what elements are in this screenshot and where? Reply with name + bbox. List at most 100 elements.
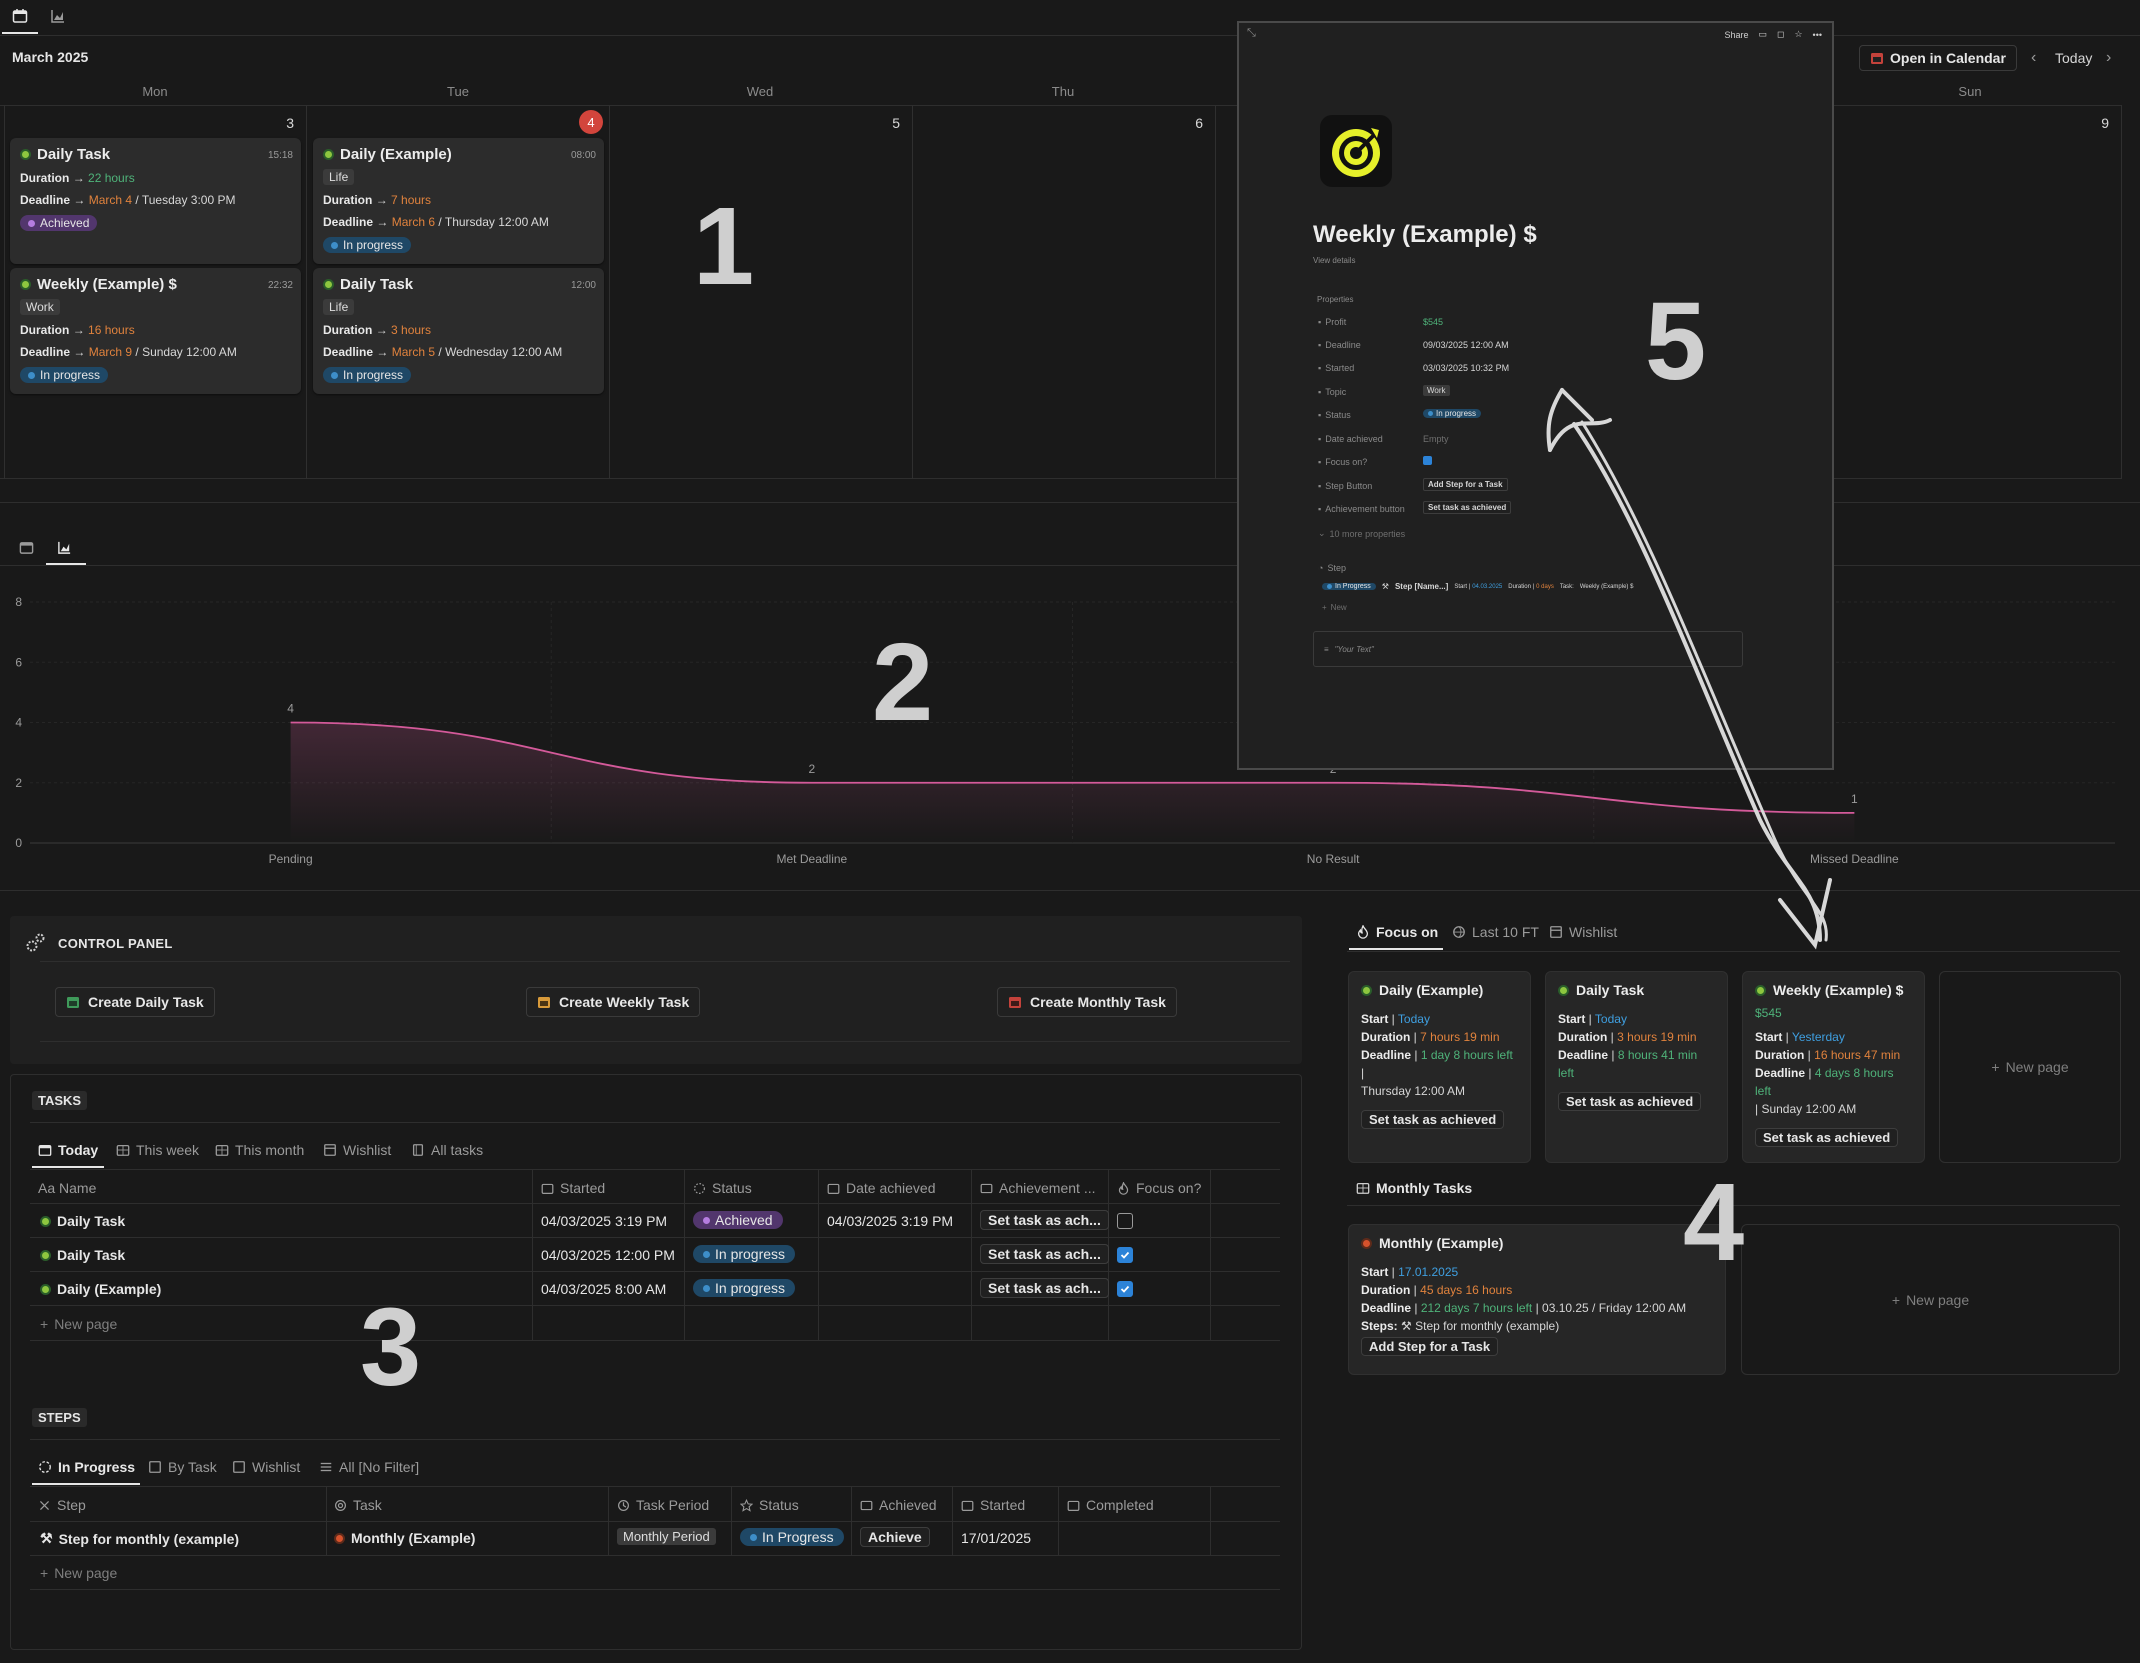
- new-page-card[interactable]: + New page: [1741, 1224, 2120, 1375]
- step-name[interactable]: ⚒ Step for monthly (example): [40, 1530, 240, 1547]
- add-step-button[interactable]: Add Step for a Task: [1361, 1337, 1499, 1356]
- col-step[interactable]: Step: [38, 1497, 86, 1513]
- today-button[interactable]: Today: [2055, 50, 2093, 66]
- set-achieved-button[interactable]: Set task as ach...: [980, 1210, 1109, 1230]
- col-completed[interactable]: Completed: [1067, 1497, 1154, 1513]
- focus-card[interactable]: Daily (Example) Start | Today Duration |…: [1348, 971, 1531, 1163]
- new-page-button[interactable]: + New page: [40, 1565, 118, 1581]
- create-daily-task-button[interactable]: Create Daily Task: [55, 987, 215, 1017]
- share-button[interactable]: Share: [1724, 29, 1749, 40]
- prop-date-achieved-value[interactable]: Empty: [1423, 434, 1449, 444]
- focus-checkbox[interactable]: [1117, 1213, 1133, 1229]
- col-status[interactable]: Status: [693, 1180, 752, 1196]
- focus-card[interactable]: Daily Task Start | Today Duration | 3 ho…: [1545, 971, 1728, 1163]
- sidebar-icon[interactable]: ▭: [1758, 29, 1767, 39]
- comment-icon[interactable]: ◻: [1776, 29, 1785, 39]
- focus-card[interactable]: Weekly (Example) $ $545 Start | Yesterda…: [1742, 971, 1925, 1163]
- tab-all-no-filter[interactable]: All [No Filter]: [319, 1459, 419, 1475]
- calendar-card[interactable]: Daily Task 12:00 Life Duration → 3 hours…: [313, 268, 604, 394]
- focus-checkbox[interactable]: [1423, 456, 1432, 465]
- text-block[interactable]: ≡ "Your Text": [1313, 631, 1743, 667]
- page-preview-popup[interactable]: ⤡ Share ▭ ◻ ☆ ••• Weekly (Example) $ Vie…: [1237, 21, 1834, 770]
- divider: [40, 1041, 1290, 1042]
- col-achievement[interactable]: Achievement ...: [980, 1180, 1096, 1196]
- step-task[interactable]: Monthly (Example): [334, 1530, 475, 1546]
- tab-this-week[interactable]: This week: [116, 1142, 199, 1158]
- tab-wishlist[interactable]: Wishlist: [323, 1142, 391, 1158]
- expand-icon[interactable]: ⤡: [1247, 27, 1256, 39]
- day-cell-tue[interactable]: 4: [307, 105, 610, 479]
- step-relation-label: ◔ Step: [1318, 563, 1346, 573]
- tab-focus-on[interactable]: Focus on: [1356, 924, 1438, 940]
- set-achieved-button[interactable]: Set task as achieved: [1558, 1092, 1702, 1111]
- col-started[interactable]: Started: [961, 1497, 1025, 1513]
- tab-all-tasks[interactable]: All tasks: [411, 1142, 483, 1158]
- create-weekly-task-button[interactable]: Create Weekly Task: [526, 987, 701, 1017]
- col-name[interactable]: Aa Name: [38, 1180, 97, 1196]
- more-icon[interactable]: •••: [1812, 29, 1822, 40]
- col-task-period[interactable]: Task Period: [617, 1497, 709, 1513]
- focus-checkbox[interactable]: [1117, 1247, 1133, 1263]
- new-page-button[interactable]: + New page: [40, 1316, 118, 1332]
- dayname-mon: Mon: [142, 84, 168, 99]
- prop-started-value[interactable]: 03/03/2025 10:32 PM: [1423, 363, 1510, 373]
- next-month-icon[interactable]: ›: [2106, 49, 2112, 66]
- set-achieved-button[interactable]: Set task as ach...: [980, 1244, 1109, 1264]
- col-status[interactable]: Status: [740, 1497, 799, 1513]
- tab-in-progress[interactable]: In Progress: [38, 1459, 135, 1475]
- day-cell-wed[interactable]: 5: [610, 105, 913, 479]
- achieve-button[interactable]: Achieve: [860, 1527, 930, 1547]
- status-badge: In progress: [323, 367, 412, 383]
- col-date-achieved[interactable]: Date achieved: [827, 1180, 936, 1196]
- task-name[interactable]: Daily (Example): [40, 1281, 161, 1297]
- prop-deadline-value[interactable]: 09/03/2025 12:00 AM: [1423, 340, 1509, 350]
- chart-view-tab[interactable]: [46, 533, 82, 561]
- tab-today[interactable]: Today: [38, 1142, 98, 1158]
- annotation-number-3: 3: [360, 1286, 422, 1409]
- new-step-button[interactable]: + New: [1322, 603, 1347, 612]
- col-task[interactable]: Task: [334, 1497, 382, 1513]
- day-cell-mon[interactable]: 3: [4, 105, 307, 479]
- set-achieved-button[interactable]: Set task as achieved: [1755, 1128, 1899, 1147]
- calendar-view-tab[interactable]: [2, 2, 38, 30]
- tab-last-10-ft[interactable]: Last 10 FT: [1452, 924, 1539, 940]
- tab-wishlist[interactable]: Wishlist: [1549, 924, 1617, 940]
- prev-month-icon[interactable]: ‹: [2031, 49, 2037, 66]
- set-achieved-button[interactable]: Set task as achieved: [1423, 501, 1512, 514]
- monthly-card[interactable]: Monthly (Example) Start | 17.01.2025 Dur…: [1348, 1224, 1726, 1375]
- open-in-calendar-button[interactable]: Open in Calendar: [1859, 45, 2017, 71]
- calendar-card[interactable]: Daily Task 15:18 Duration → 22 hours Dea…: [10, 138, 301, 264]
- calendar-view-tab[interactable]: [8, 533, 44, 561]
- col-focus[interactable]: Focus on?: [1117, 1180, 1201, 1196]
- properties-label: Properties: [1317, 295, 1354, 304]
- set-achieved-button[interactable]: Set task as achieved: [1361, 1110, 1505, 1129]
- more-properties[interactable]: ⌄ 10 more properties: [1318, 528, 1406, 539]
- calendar-card[interactable]: Weekly (Example) $ 22:32 Work Duration →…: [10, 268, 301, 394]
- day-cell-thu[interactable]: 6: [913, 105, 1216, 479]
- tab-by-task[interactable]: By Task: [148, 1459, 217, 1475]
- page-title[interactable]: Weekly (Example) $: [1313, 221, 1537, 248]
- status-badge[interactable]: In progress: [1423, 409, 1482, 418]
- card-duration: 3 hours: [391, 323, 432, 337]
- task-name[interactable]: Daily Task: [40, 1247, 125, 1263]
- calendar-icon: [961, 1500, 974, 1511]
- add-step-button[interactable]: Add Step for a Task: [1423, 478, 1508, 491]
- new-page-card[interactable]: + New page: [1939, 971, 2121, 1163]
- col-achieved[interactable]: Achieved: [860, 1497, 937, 1513]
- step-name[interactable]: Step [Name...]: [1394, 582, 1449, 591]
- chart-view-tab[interactable]: [40, 2, 76, 30]
- col-started[interactable]: Started: [541, 1180, 605, 1196]
- create-monthly-task-button[interactable]: Create Monthly Task: [997, 987, 1177, 1017]
- tab-this-month[interactable]: This month: [215, 1142, 304, 1158]
- calendar-card[interactable]: Daily (Example) 08:00 Life Duration → 7 …: [313, 138, 604, 264]
- focus-checkbox[interactable]: [1117, 1281, 1133, 1297]
- topic-tag[interactable]: Work: [1423, 385, 1450, 396]
- tab-wishlist[interactable]: Wishlist: [232, 1459, 300, 1475]
- prop-profit-value[interactable]: $545: [1423, 317, 1444, 327]
- started-cell: 04/03/2025 8:00 AM: [541, 1281, 667, 1297]
- set-achieved-button[interactable]: Set task as ach...: [980, 1278, 1109, 1298]
- day-cell-sun[interactable]: 9: [1820, 105, 2122, 479]
- view-details-link[interactable]: View details: [1313, 256, 1356, 265]
- task-name[interactable]: Daily Task: [40, 1213, 125, 1229]
- star-icon[interactable]: ☆: [1794, 29, 1803, 39]
